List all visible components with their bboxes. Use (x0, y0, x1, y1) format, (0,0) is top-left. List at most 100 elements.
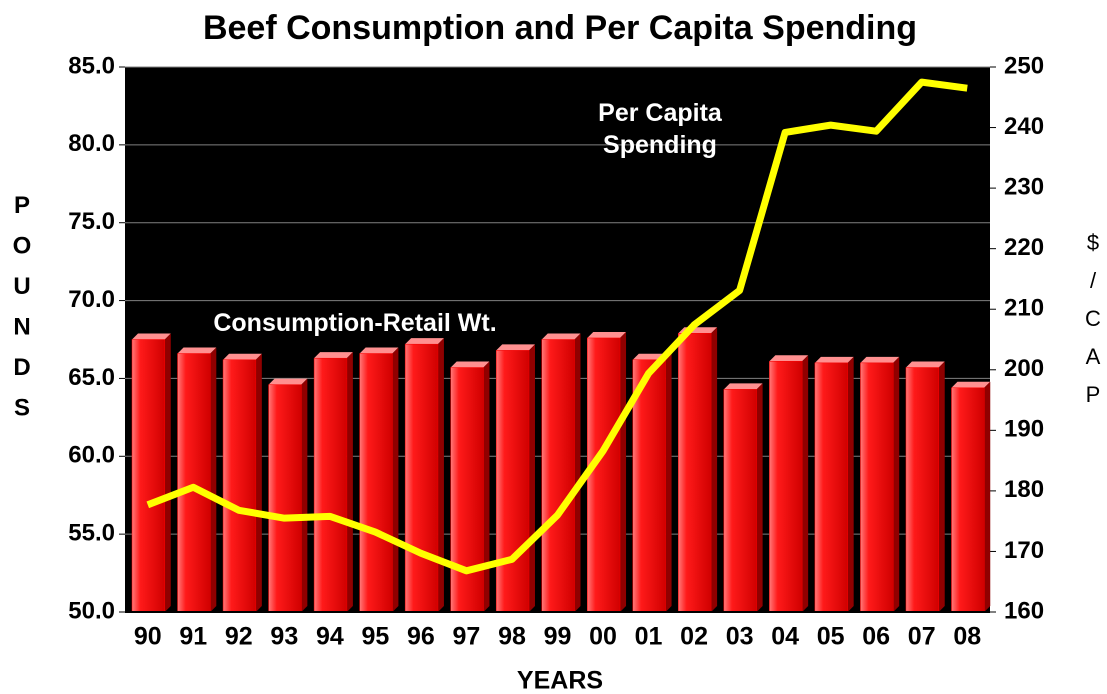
bar-top (951, 381, 991, 388)
y-tick-label: 65.0 (68, 364, 115, 391)
bar (450, 367, 484, 613)
bar (905, 367, 939, 613)
x-tick-label: 08 (953, 623, 981, 651)
bar-side (802, 355, 809, 612)
bar-side (301, 378, 308, 612)
bar-top (450, 361, 490, 368)
bar (814, 362, 848, 613)
bar (131, 339, 166, 613)
x-tick-label: 90 (134, 623, 162, 651)
bar-side (164, 333, 171, 612)
bar-side (574, 333, 581, 612)
bar (587, 337, 621, 613)
bar-top (405, 338, 444, 345)
bar (632, 359, 666, 613)
bar-top (314, 352, 353, 359)
bar (860, 362, 894, 613)
x-tick-label: 04 (771, 623, 799, 651)
bar-side (620, 331, 627, 612)
x-tick-label: 06 (862, 623, 890, 651)
bar-side (756, 383, 763, 612)
x-tick-label: 03 (726, 623, 754, 651)
series-label: Per Capita Spending (598, 99, 722, 159)
bar-side (346, 352, 353, 612)
bar-top (132, 333, 171, 340)
bar-side (528, 344, 535, 612)
y-tick-label: 60.0 (68, 442, 115, 469)
x-tick-label: 96 (407, 623, 435, 651)
y2-tick-label: 180 (1004, 476, 1044, 503)
bar-top (268, 378, 308, 385)
bar (359, 353, 393, 613)
x-tick-label: 92 (225, 623, 253, 651)
bar-side (893, 356, 900, 612)
bar (723, 389, 757, 613)
bar-side (938, 361, 945, 612)
bar-side (483, 361, 490, 612)
y-tick-label: 75.0 (68, 208, 115, 235)
x-tick-label: 01 (635, 623, 663, 651)
bar-side (437, 338, 444, 612)
bar-top (496, 344, 535, 351)
y2-tick-label: 240 (1004, 113, 1044, 140)
bar-top (905, 361, 945, 368)
bar-top (223, 353, 262, 360)
x-axis-label: YEARS (517, 667, 603, 694)
y-tick-label: 55.0 (68, 519, 115, 546)
bar (495, 350, 530, 613)
y2-tick-label: 210 (1004, 295, 1044, 322)
y-tick-label: 50.0 (68, 597, 115, 624)
series-label: Consumption-Retail Wt. (213, 309, 497, 337)
bar (404, 343, 439, 613)
y-tick-label: 70.0 (68, 286, 115, 313)
bar (678, 333, 712, 613)
bar-side (665, 353, 672, 612)
x-tick-label: 91 (179, 623, 207, 651)
y2-tick-label: 170 (1004, 537, 1044, 564)
y2-tick-label: 220 (1004, 234, 1044, 261)
y-tick-label: 80.0 (68, 130, 115, 157)
bar-side (984, 381, 991, 612)
bar-side (711, 327, 718, 612)
bar-side (392, 347, 399, 612)
bar (177, 353, 211, 613)
y2-tick-label: 230 (1004, 173, 1044, 200)
y2-axis-label: $ / C A P (1085, 230, 1101, 407)
bar-side (847, 356, 854, 612)
y2-tick-label: 190 (1004, 416, 1044, 443)
bar-top (723, 383, 763, 390)
bar (951, 387, 985, 613)
bar-side (210, 347, 217, 612)
bar (268, 384, 302, 613)
line (146, 78, 968, 575)
x-tick-label: 98 (498, 623, 526, 651)
y2-tick-label: 200 (1004, 355, 1044, 382)
bar (769, 361, 803, 613)
bar (313, 357, 348, 613)
bar-top (814, 356, 854, 363)
x-tick-label: 99 (544, 623, 572, 651)
bar-side (255, 353, 262, 612)
x-tick-label: 00 (589, 623, 617, 651)
bar-top (860, 356, 900, 363)
bar-top (177, 347, 217, 354)
y2-tick-label: 160 (1004, 597, 1044, 624)
y2-tick-label: 250 (1004, 52, 1044, 79)
x-tick-label: 94 (316, 623, 344, 651)
bar (222, 359, 257, 613)
bar-top (769, 355, 809, 362)
x-tick-label: 05 (817, 623, 845, 651)
bar (541, 339, 575, 613)
bar-top (541, 333, 581, 340)
x-tick-label: 07 (908, 623, 936, 651)
x-tick-label: 93 (270, 623, 298, 651)
x-tick-label: 97 (453, 623, 481, 651)
bar-top (359, 347, 399, 354)
bar-top (587, 331, 627, 338)
x-tick-label: 95 (361, 623, 389, 651)
y-tick-label: 85.0 (68, 52, 115, 79)
chart-title: Beef Consumption and Per Capita Spending (203, 9, 917, 47)
